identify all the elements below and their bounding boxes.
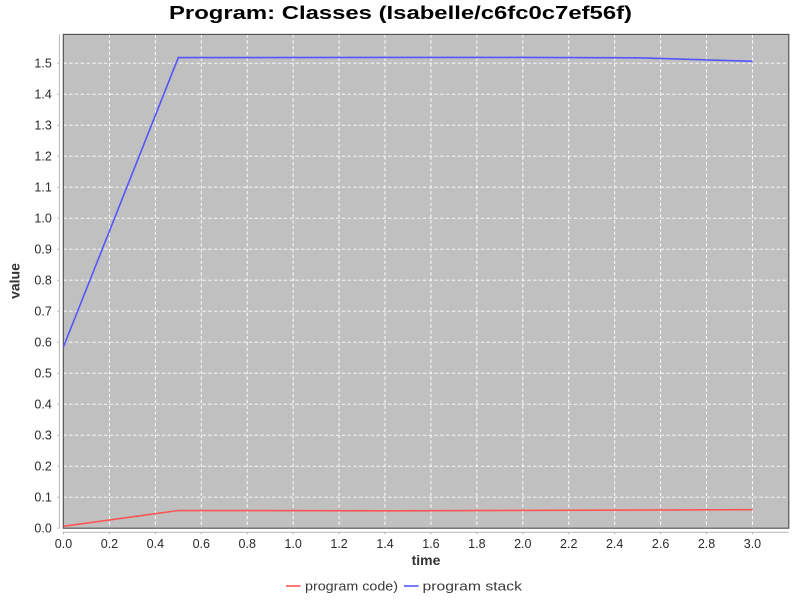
svg-text:1.1: 1.1 bbox=[34, 181, 51, 195]
svg-text:2.6: 2.6 bbox=[652, 537, 669, 551]
svg-text:program code): program code) bbox=[305, 579, 398, 593]
svg-text:2.0: 2.0 bbox=[514, 537, 531, 551]
svg-text:0.4: 0.4 bbox=[34, 398, 51, 412]
svg-text:0.6: 0.6 bbox=[34, 336, 51, 350]
svg-text:0.0: 0.0 bbox=[34, 522, 51, 536]
svg-text:Program: Classes (Isabelle/c6f: Program: Classes (Isabelle/c6fc0c7ef56f) bbox=[169, 2, 632, 23]
svg-text:program stack: program stack bbox=[423, 579, 523, 593]
svg-text:0.0: 0.0 bbox=[55, 537, 72, 551]
svg-text:3.0: 3.0 bbox=[744, 537, 761, 551]
svg-text:1.0: 1.0 bbox=[284, 537, 301, 551]
svg-text:0.7: 0.7 bbox=[34, 305, 51, 319]
svg-text:0.4: 0.4 bbox=[147, 537, 164, 551]
svg-text:1.3: 1.3 bbox=[34, 119, 51, 133]
svg-text:0.8: 0.8 bbox=[239, 537, 256, 551]
svg-text:0.2: 0.2 bbox=[101, 537, 118, 551]
svg-text:1.4: 1.4 bbox=[376, 537, 393, 551]
svg-text:1.5: 1.5 bbox=[34, 57, 51, 71]
svg-text:2.2: 2.2 bbox=[560, 537, 577, 551]
svg-text:time: time bbox=[412, 552, 441, 568]
svg-text:1.2: 1.2 bbox=[330, 537, 347, 551]
svg-text:0.1: 0.1 bbox=[34, 491, 51, 505]
svg-text:0.2: 0.2 bbox=[34, 460, 51, 474]
svg-text:2.8: 2.8 bbox=[698, 537, 715, 551]
svg-text:value: value bbox=[7, 263, 23, 299]
svg-text:1.2: 1.2 bbox=[34, 150, 51, 164]
svg-text:1.4: 1.4 bbox=[34, 88, 51, 102]
svg-text:1.8: 1.8 bbox=[468, 537, 485, 551]
svg-text:0.3: 0.3 bbox=[34, 429, 51, 443]
svg-text:0.5: 0.5 bbox=[34, 367, 51, 381]
svg-text:2.4: 2.4 bbox=[606, 537, 623, 551]
svg-text:0.6: 0.6 bbox=[193, 537, 210, 551]
svg-text:0.9: 0.9 bbox=[34, 243, 51, 257]
svg-text:0.8: 0.8 bbox=[34, 274, 51, 288]
svg-text:1.0: 1.0 bbox=[34, 212, 51, 226]
svg-text:1.6: 1.6 bbox=[422, 537, 439, 551]
